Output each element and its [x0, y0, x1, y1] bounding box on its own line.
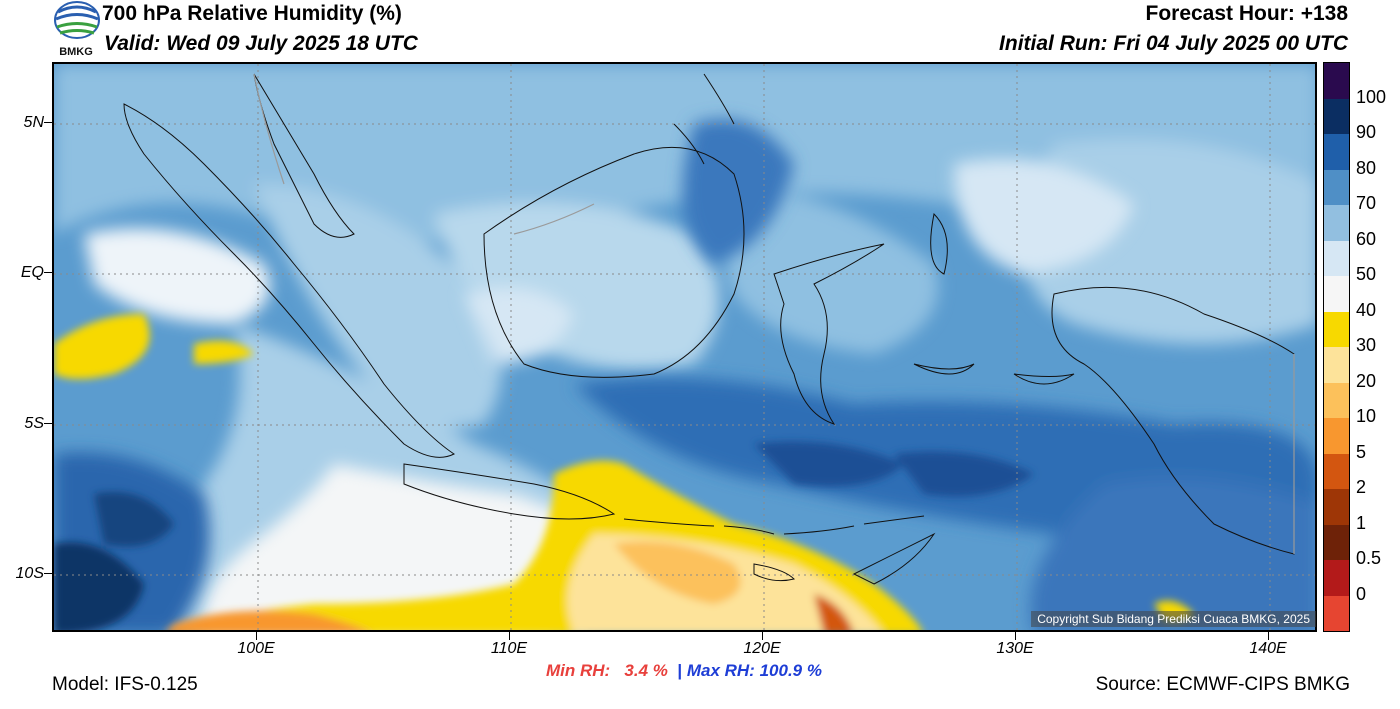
lon-label-140e: 140E [1249, 640, 1287, 657]
colorbar-label: 30 [1356, 335, 1377, 355]
colorbar-label: 40 [1356, 299, 1377, 320]
colorbar-label: 100 [1356, 86, 1387, 107]
colorbar-segment [1324, 560, 1349, 596]
logo-text: BMKG [59, 46, 93, 58]
rh-dry-regions [54, 314, 1194, 630]
colorbar-segment [1324, 524, 1349, 560]
colorbar-label: 20 [1356, 370, 1377, 391]
colorbar-label: 70 [1356, 193, 1377, 213]
lat-tick [44, 272, 52, 273]
colorbar-segment [1324, 453, 1349, 489]
coastlines [123, 73, 1295, 585]
max-rh-label: Max RH: [686, 661, 755, 680]
colorbar-segment [1324, 98, 1349, 134]
lat-label-5n: 5N [23, 114, 44, 131]
colorbar [1323, 62, 1350, 632]
borneo-coast [483, 146, 745, 378]
lesser-sunda-coast [623, 515, 925, 535]
lon-label-100e: 100E [237, 640, 275, 657]
lat-label-5s: 5S [24, 415, 44, 432]
colorbar-segment [1324, 169, 1349, 205]
separator: | [677, 661, 683, 680]
lat-tick [44, 573, 52, 574]
colorbar-segment [1324, 134, 1349, 170]
philippines-coast [673, 73, 735, 165]
colorbar-label: 2 [1356, 477, 1367, 497]
min-max-rh: Min RH: 3.4 % | Max RH: 100.9 % [546, 661, 822, 681]
colorbar-label: 0 [1356, 583, 1367, 604]
colorbar-label: 60 [1356, 228, 1377, 249]
colorbar-segment [1324, 347, 1349, 383]
min-rh-label: Min RH: [546, 661, 611, 680]
sulawesi-coast [773, 243, 885, 425]
colorbar-segment [1324, 418, 1349, 454]
humidity-map [52, 62, 1317, 632]
lat-lon-grid [54, 64, 1315, 630]
colorbar-label: 80 [1356, 157, 1377, 178]
initial-run: Initial Run: Fri 04 July 2025 00 UTC [999, 32, 1348, 55]
colorbar-label: 90 [1356, 122, 1377, 142]
lat-tick [44, 122, 52, 123]
lat-tick [44, 423, 52, 424]
data-source: Source: ECMWF-CIPS BMKG [1095, 674, 1350, 695]
java-coast [403, 463, 616, 520]
colorbar-segment [1324, 240, 1349, 276]
colorbar-label: 1 [1356, 512, 1367, 533]
colorbar-segment [1324, 595, 1349, 631]
timor-coast [852, 532, 936, 585]
lon-tick [762, 632, 763, 640]
new-guinea-coast [1051, 286, 1295, 555]
colorbar-label: 5 [1356, 441, 1367, 462]
lon-tick [509, 632, 510, 640]
malay-peninsula-coast [253, 73, 355, 238]
lon-label-110e: 110E [490, 640, 528, 657]
country-borders [253, 73, 1295, 554]
chart-title: 700 hPa Relative Humidity (%) [102, 2, 402, 25]
min-rh-value: 3.4 % [624, 661, 668, 680]
lon-tick [1015, 632, 1016, 640]
colorbar-segment [1324, 382, 1349, 418]
colorbar-segment [1324, 63, 1349, 99]
colorbar-label: 0.5 [1356, 548, 1382, 568]
max-rh-value: 100.9 % [759, 661, 822, 680]
lon-tick [256, 632, 257, 640]
colorbar-label: 50 [1356, 264, 1377, 284]
valid-time: Valid: Wed 09 July 2025 18 UTC [104, 32, 418, 55]
lat-label-10s: 10S [15, 565, 44, 582]
forecast-hour: Forecast Hour: +138 [1145, 2, 1349, 25]
sumba-coast [753, 563, 795, 582]
copyright-notice: Copyright Sub Bidang Prediksi Cuaca BMKG… [1031, 611, 1316, 627]
lon-tick [1268, 632, 1269, 640]
colorbar-segment [1324, 311, 1349, 347]
colorbar-segment [1324, 489, 1349, 525]
colorbar-segment [1324, 276, 1349, 312]
colorbar-label: 10 [1356, 406, 1377, 426]
rh-90-100-regions [54, 441, 1034, 630]
lat-label-eq: EQ [20, 264, 44, 281]
sumatra-coast [123, 103, 455, 458]
model-name: Model: IFS-0.125 [52, 674, 198, 695]
lon-label-120e: 120E [743, 640, 781, 657]
lon-label-130e: 130E [996, 640, 1034, 657]
colorbar-segment [1324, 205, 1349, 241]
bmkg-logo-icon [52, 0, 102, 62]
maluku-coast [913, 212, 1075, 385]
